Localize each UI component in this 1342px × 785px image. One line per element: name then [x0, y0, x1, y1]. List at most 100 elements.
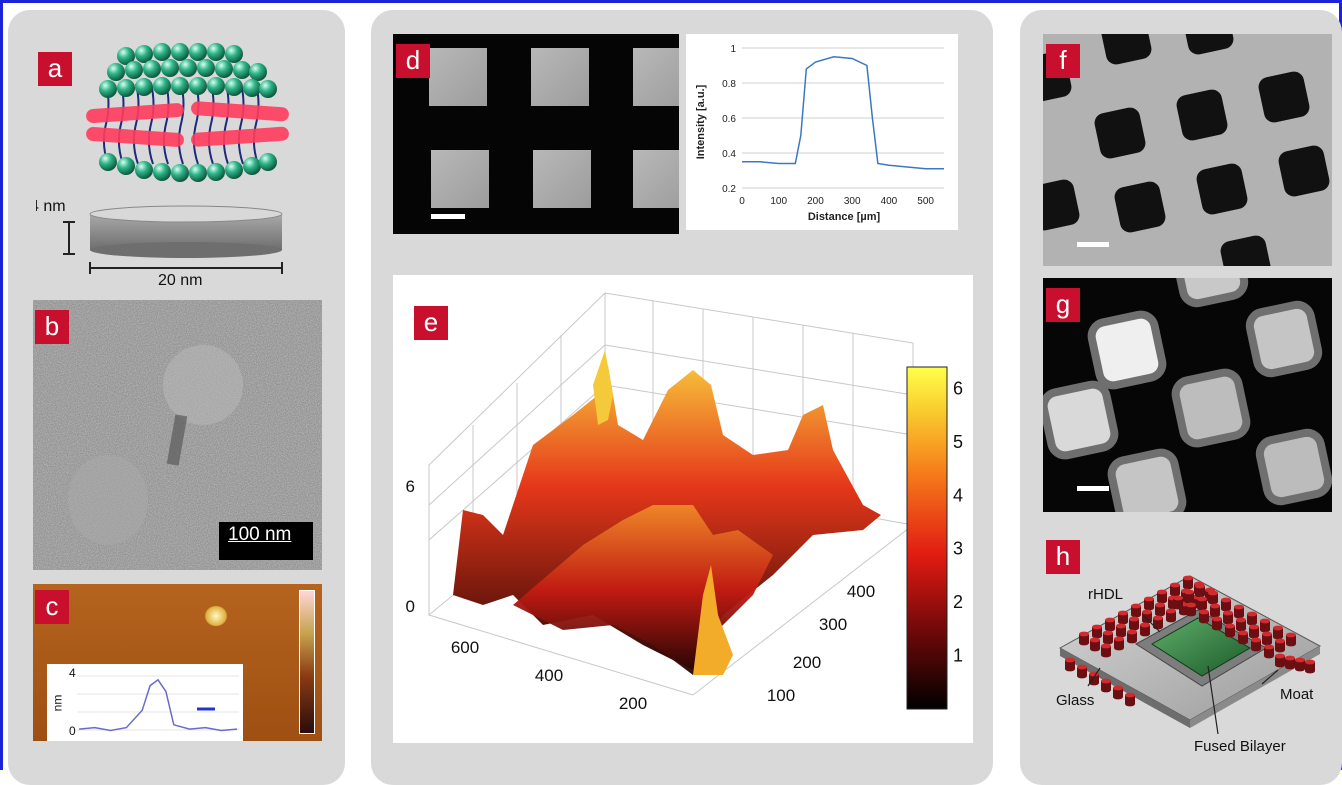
- rhdl-pillar: [1247, 614, 1257, 623]
- callout-rhdl: rHDL: [1088, 586, 1124, 603]
- rhdl-pillars: [1065, 575, 1315, 707]
- rhdl-pillar: [1089, 674, 1099, 683]
- rhdl-pillar: [1127, 632, 1137, 641]
- colorbar-tick-label: 5: [953, 432, 963, 452]
- rhdl-pillar: [1090, 640, 1100, 649]
- colorbar-ticks: 1 2 3 4 5 6: [953, 378, 963, 665]
- rhdl-pillar: [1197, 599, 1207, 608]
- surface-plot: 6 0 600 400 200 100 200 300 400 1 2 3 4 5 6: [406, 292, 963, 713]
- rhdl-pillar: [1170, 585, 1180, 594]
- rhdl-pillar: [1118, 613, 1128, 622]
- y-tick-label: 0.6: [722, 114, 736, 125]
- pattern-square: [533, 150, 591, 208]
- rhdl-pillar: [1114, 639, 1124, 648]
- panel-label-c: c: [35, 590, 69, 624]
- rhdl-pillar: [1223, 613, 1233, 622]
- y-tick-label: 0.4: [722, 149, 736, 160]
- x-tick: 400: [535, 666, 563, 685]
- disc-diagram: [63, 205, 283, 274]
- z-tick: 6: [406, 477, 415, 496]
- bright-squares: [1043, 278, 1332, 512]
- rhdl-pillar: [1157, 592, 1167, 601]
- x-tick-label: 200: [807, 196, 824, 207]
- afm-profile-inset: 4 0 nm: [47, 664, 243, 741]
- rhdl-pillar: [1262, 634, 1272, 643]
- pattern-square: [531, 48, 589, 106]
- panel-b: 100 nm: [33, 300, 322, 570]
- x-tick-label: 0: [739, 196, 745, 207]
- disc-height-label: 4 nm: [36, 198, 66, 215]
- x-tick: 200: [619, 694, 647, 713]
- rhdl-pillar: [1199, 612, 1209, 621]
- afm-particle: [205, 606, 227, 626]
- rhdl-pillar: [1131, 606, 1141, 615]
- x-tick-label: 300: [844, 196, 861, 207]
- surface-mesh: [453, 350, 881, 675]
- scale-bar: [1077, 242, 1109, 247]
- rhdl-pillar: [1295, 660, 1305, 669]
- inset-ymin: 0: [69, 724, 76, 738]
- colorbar-tick-label: 4: [953, 485, 963, 505]
- rhdl-pillar: [1251, 640, 1261, 649]
- rhdl-pillar: [1116, 626, 1126, 635]
- fluorescence-micrograph-f: [1043, 34, 1330, 266]
- callout-lines: [1087, 615, 1279, 735]
- lipid-heads-top: [99, 43, 277, 98]
- rhdl-pillar: [1155, 605, 1165, 614]
- rhdl-pillar: [1153, 618, 1163, 627]
- y-tick: 200: [793, 653, 821, 672]
- fluorescence-micrograph-g: [1043, 278, 1332, 512]
- x-tick-label: 400: [881, 196, 898, 207]
- y-axis-label: Intensity [a.u.]: [695, 84, 707, 159]
- panel-label-d: d: [396, 44, 430, 78]
- callout-fused: Fused Bilayer: [1194, 738, 1286, 755]
- intensity-profile-chart: 0.2 0.4 0.6 0.8 1 0 100 200 300 400 500 Distance …: [695, 44, 944, 223]
- rhdl-pillar: [1275, 641, 1285, 650]
- panel-label-h: h: [1046, 540, 1080, 574]
- y-tick-label: 0.2: [722, 184, 736, 195]
- panel-a: 4 nm 20 nm: [36, 34, 336, 294]
- lipid-heads-bottom: [99, 153, 277, 182]
- afm-profile-chart: [77, 675, 239, 732]
- colorbar-tick-label: 1: [953, 646, 963, 666]
- scale-box: [219, 522, 313, 560]
- colorbar-tick-label: 3: [953, 539, 963, 559]
- dark-squares: [1043, 34, 1330, 266]
- fused-bilayer: [1151, 617, 1251, 677]
- x-axis-label: Distance [µm]: [808, 211, 881, 223]
- panel-label-f: f: [1046, 44, 1080, 78]
- rhdl-pillar: [1186, 605, 1196, 614]
- y-tick-label: 0.8: [722, 79, 736, 90]
- rhdl-pillar: [1125, 695, 1135, 704]
- panel-g: [1043, 278, 1332, 512]
- rhdl-pillar: [1208, 593, 1218, 602]
- scale-bar: [1077, 486, 1109, 491]
- rhdl-pillar: [1105, 620, 1115, 629]
- rhdl-pillar: [1129, 619, 1139, 628]
- panel-h: rHDL Glass Moat Fused Bilayer: [1040, 536, 1340, 766]
- rhdl-pillar: [1305, 662, 1315, 671]
- rhdl-pillar: [1173, 598, 1183, 607]
- rhdl-pillar: [1166, 611, 1176, 620]
- callout-moat: Moat: [1280, 686, 1314, 703]
- rhdl-pillar: [1077, 667, 1087, 676]
- rhdl-pillar: [1092, 627, 1102, 636]
- pattern-square: [429, 48, 487, 106]
- apolipoprotein-belts: [86, 101, 289, 147]
- scale-bar: [431, 214, 465, 219]
- x-tick-label: 100: [770, 196, 787, 207]
- rhdl-pillar: [1286, 635, 1296, 644]
- y-tick: 100: [767, 686, 795, 705]
- rhdl-pillar: [1236, 620, 1246, 629]
- colorbar: [906, 366, 948, 710]
- rhdl-pillar: [1210, 606, 1220, 615]
- rhdl-pillar: [1142, 612, 1152, 621]
- y-tick: 300: [819, 615, 847, 634]
- inset-ymax: 4: [69, 666, 76, 680]
- afm-colorbar: [299, 590, 315, 734]
- x-tick: 600: [451, 638, 479, 657]
- rhdl-pillar: [1234, 607, 1244, 616]
- rhdl-pillar: [1273, 628, 1283, 637]
- pattern-square: [431, 150, 489, 208]
- panel-d-image: [393, 34, 679, 234]
